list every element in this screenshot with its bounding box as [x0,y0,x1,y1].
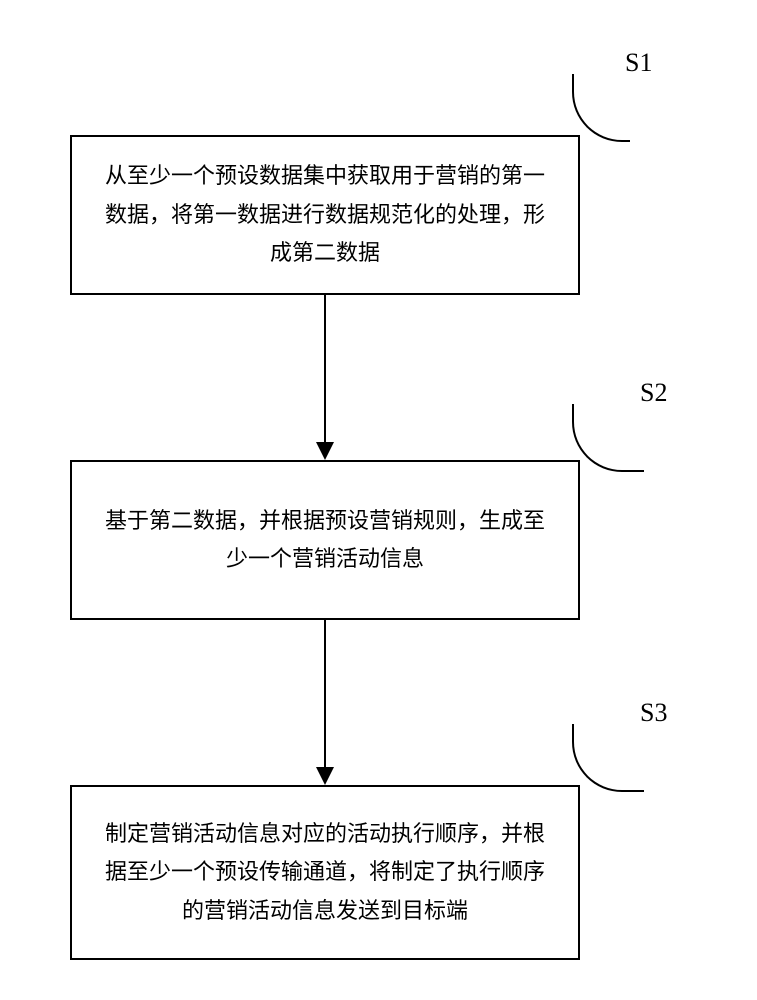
flow-arrow-head-icon [316,442,334,460]
flow-arrow-line [324,295,326,442]
label-connector-s2 [572,404,644,472]
flow-node-box: 从至少一个预设数据集中获取用于营销的第一数据，将第一数据进行数据规范化的处理，形… [70,135,580,295]
step-label-s2: S2 [640,378,667,408]
flow-arrow-line [324,620,326,767]
flow-node-text: 从至少一个预设数据集中获取用于营销的第一数据，将第一数据进行数据规范化的处理，形… [96,157,554,273]
label-connector-s1 [572,74,630,142]
step-label-s1: S1 [625,48,652,78]
flow-node-s1: 从至少一个预设数据集中获取用于营销的第一数据，将第一数据进行数据规范化的处理，形… [70,135,580,295]
step-label-s3: S3 [640,698,667,728]
flow-arrow-head-icon [316,767,334,785]
flow-node-text: 制定营销活动信息对应的活动执行顺序，并根据至少一个预设传输通道，将制定了执行顺序… [96,815,554,931]
flow-node-text: 基于第二数据，并根据预设营销规则，生成至少一个营销活动信息 [96,502,554,579]
flow-node-s2: 基于第二数据，并根据预设营销规则，生成至少一个营销活动信息 [70,460,580,620]
flow-node-box: 基于第二数据，并根据预设营销规则，生成至少一个营销活动信息 [70,460,580,620]
flow-node-s3: 制定营销活动信息对应的活动执行顺序，并根据至少一个预设传输通道，将制定了执行顺序… [70,785,580,960]
flowchart-container: 从至少一个预设数据集中获取用于营销的第一数据，将第一数据进行数据规范化的处理，形… [0,0,757,1000]
flow-node-box: 制定营销活动信息对应的活动执行顺序，并根据至少一个预设传输通道，将制定了执行顺序… [70,785,580,960]
label-connector-s3 [572,724,644,792]
